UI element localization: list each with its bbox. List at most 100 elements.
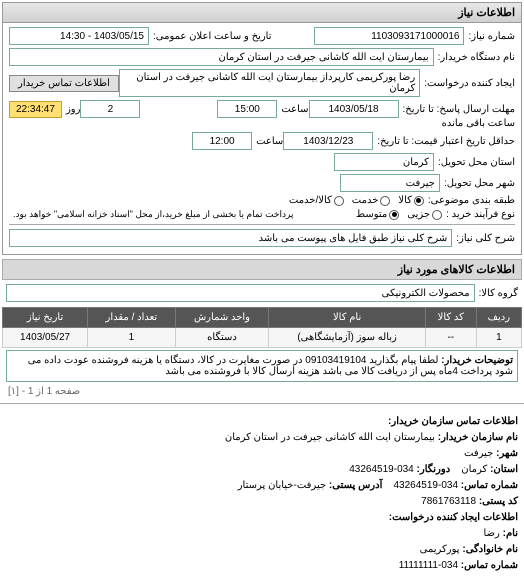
- response-time-field: 15:00: [217, 100, 277, 118]
- city-value: جیرفت: [464, 448, 493, 459]
- row-delivery-province: استان محل تحویل: کرمان: [9, 153, 515, 171]
- radio-partial[interactable]: جزیی: [407, 209, 442, 220]
- radio-both-label: کالا/خدمت: [289, 195, 332, 206]
- process-type-label: نوع فرآیند خرید :: [442, 209, 515, 220]
- province-label: استان:: [490, 464, 518, 475]
- response-time-label: ساعت: [277, 104, 308, 115]
- postal-label: کد پستی:: [479, 496, 518, 507]
- th-name: نام کالا: [269, 308, 425, 328]
- fax-value: 034-43264519: [349, 464, 414, 475]
- general-desc-label: شرح کلی نیاز:: [452, 233, 515, 244]
- buyer-notes-box: توضیحات خریدار: لطفا پیام بگذارید 091034…: [6, 350, 518, 382]
- row-budget-class: طبقه بندی موضوعی: کالا خدمت کالا/خدمت: [9, 195, 515, 206]
- th-qty: تعداد / مقدار: [88, 308, 175, 328]
- delivery-province-field: کرمان: [334, 153, 434, 171]
- contact-info-block: اطلاعات تماس سازمان خریدار: نام سازمان خ…: [0, 408, 524, 580]
- panel-body: شماره نیاز: 1103093171000016 تاریخ و ساع…: [3, 23, 521, 254]
- row-request-number: شماره نیاز: 1103093171000016 تاریخ و ساع…: [9, 27, 515, 45]
- th-unit: واحد شمارش: [175, 308, 269, 328]
- days-value-field: 2: [80, 100, 140, 118]
- radio-service[interactable]: خدمت: [352, 195, 391, 206]
- goods-group-field: محصولات الکترونیکی: [6, 284, 475, 302]
- radio-goods-label: کالا: [398, 195, 412, 206]
- row-validity: حداقل تاریخ اعتبار قیمت: تا تاریخ: 1403/…: [9, 132, 515, 150]
- row-response-deadline: مهلت ارسال پاسخ: تا تاریخ: 1403/05/18 سا…: [9, 100, 515, 129]
- budget-radio-group: کالا خدمت کالا/خدمت: [289, 195, 424, 206]
- td-unit: دستگاه: [175, 328, 269, 348]
- public-announce-label: تاریخ و ساعت اعلان عمومی:: [149, 31, 272, 42]
- radio-dot-icon: [432, 210, 442, 220]
- td-code: --: [425, 328, 476, 348]
- remaining-label: ساعت باقی مانده: [438, 118, 515, 129]
- delivery-province-label: استان محل تحویل:: [434, 157, 515, 168]
- row-general-desc: شرح کلی نیاز: شرح کلی نیاز طبق فایل های …: [9, 229, 515, 247]
- validity-time-label: ساعت: [252, 136, 283, 147]
- request-number-label: شماره نیاز:: [464, 31, 515, 42]
- buyer-notes-label: توضیحات خریدار:: [441, 355, 513, 366]
- validity-time-field: 12:00: [192, 132, 252, 150]
- validity-label: حداقل تاریخ اعتبار قیمت: تا تاریخ:: [373, 136, 515, 147]
- divider: [9, 224, 515, 225]
- response-date-field: 1403/05/18: [309, 100, 399, 118]
- process-radio-group: جزیی متوسط: [356, 209, 442, 220]
- radio-dot-icon: [334, 196, 344, 206]
- name-value: رضا: [483, 528, 499, 539]
- family-label: نام خانوادگی:: [462, 544, 518, 555]
- goods-table: ردیف کد کالا نام کالا واحد شمارش تعداد /…: [2, 307, 522, 348]
- budget-class-label: طبقه بندی موضوعی:: [424, 195, 515, 206]
- radio-dot-icon: [414, 196, 424, 206]
- radio-dot-icon: [389, 210, 399, 220]
- td-date: 1403/05/27: [3, 328, 88, 348]
- radio-service-label: خدمت: [352, 195, 379, 206]
- creator-title: اطلاعات ایجاد کننده درخواست:: [389, 512, 518, 523]
- divider: [0, 403, 524, 404]
- td-row: 1: [476, 328, 521, 348]
- delivery-city-field: جیرفت: [340, 174, 440, 192]
- radio-medium[interactable]: متوسط: [356, 209, 399, 220]
- delivery-city-label: شهر محل تحویل:: [440, 178, 515, 189]
- org-label: نام سازمان خریدار:: [438, 432, 518, 443]
- table-row: 1 -- زباله سوز (آزمایشگاهی) دستگاه 1 140…: [3, 328, 522, 348]
- creator-phone-label: شماره تماس:: [461, 560, 518, 571]
- row-buyer-device: نام دستگاه خریدار: بیمارستان ایت الله کا…: [9, 48, 515, 66]
- radio-goods[interactable]: کالا: [398, 195, 424, 206]
- phone-label: شماره تماس:: [461, 480, 518, 491]
- row-delivery-city: شهر محل تحویل: جیرفت: [9, 174, 515, 192]
- td-name: زباله سوز (آزمایشگاهی): [269, 328, 425, 348]
- main-panel: اطلاعات نیاز شماره نیاز: 110309317100001…: [2, 2, 522, 255]
- fax-label: دورنگار:: [417, 464, 451, 475]
- row-request-creator: ایجاد کننده درخواست: رضا پورکریمی کارپرد…: [9, 69, 515, 97]
- radio-partial-label: جزیی: [407, 209, 430, 220]
- family-value: پورکریمی: [420, 544, 460, 555]
- th-row: ردیف: [476, 308, 521, 328]
- process-note: پرداخت تمام یا بخشی از مبلغ خرید،از محل …: [9, 209, 293, 220]
- table-header-row: ردیف کد کالا نام کالا واحد شمارش تعداد /…: [3, 308, 522, 328]
- days-label: روز: [62, 104, 81, 115]
- radio-dot-icon: [380, 196, 390, 206]
- radio-medium-label: متوسط: [356, 209, 387, 220]
- creator-phone-value: 034-11111111: [399, 560, 458, 571]
- org-value: بیمارستان ایت الله کاشانی جیرفت در استان…: [225, 432, 435, 443]
- name-label: نام:: [503, 528, 518, 539]
- contact-title: اطلاعات تماس سازمان خریدار:: [388, 416, 518, 427]
- request-creator-label: ایجاد کننده درخواست:: [420, 78, 515, 89]
- goods-table-wrapper: ردیف کد کالا نام کالا واحد شمارش تعداد /…: [0, 307, 524, 348]
- request-creator-field: رضا پورکریمی کارپرداز بیمارستان ایت الله…: [119, 69, 420, 97]
- province-value: کرمان: [461, 464, 487, 475]
- validity-date-field: 1403/12/23: [283, 132, 373, 150]
- th-code: کد کالا: [425, 308, 476, 328]
- radio-both[interactable]: کالا/خدمت: [289, 195, 344, 206]
- goods-group-row: گروه کالا: محصولات الکترونیکی: [0, 282, 524, 307]
- panel-title: اطلاعات نیاز: [3, 3, 521, 23]
- td-qty: 1: [88, 328, 175, 348]
- th-date: تاریخ نیاز: [3, 308, 88, 328]
- public-announce-field: 1403/05/15 - 14:30: [9, 27, 149, 45]
- goods-group-label: گروه کالا:: [475, 288, 518, 299]
- buyer-contact-button[interactable]: اطلاعات تماس خریدار: [9, 75, 119, 92]
- phone-value: 034-43264519: [393, 480, 458, 491]
- address-label: آدرس پستی:: [329, 480, 382, 491]
- goods-info-title: اطلاعات کالاهای مورد نیاز: [2, 259, 522, 280]
- postal-value: 7861763118: [421, 496, 476, 507]
- remaining-time-badge: 22:34:47: [9, 101, 62, 118]
- buyer-device-label: نام دستگاه خریدار:: [434, 52, 515, 63]
